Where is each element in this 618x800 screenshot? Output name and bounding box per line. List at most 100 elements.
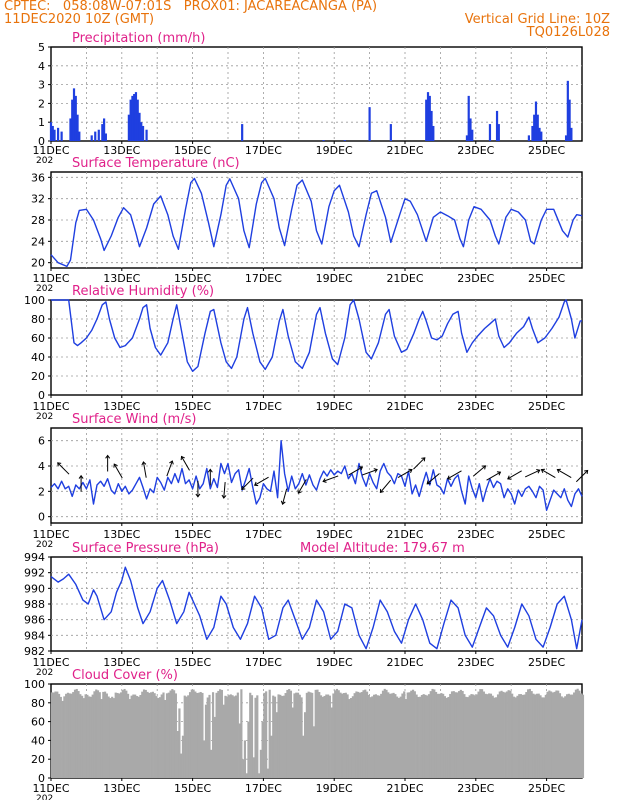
cloud-cover-bar [93,691,96,778]
x-tick-label: 23DEC [457,782,494,795]
cloud-cover-bar [440,693,443,778]
cloud-cover-bar [550,691,553,778]
cloud-cover-bar [404,699,408,778]
wind-arrow [486,471,502,481]
cloud-cover-bar [427,694,431,778]
cloud-cover-bar [541,697,544,778]
x-tick-label: 19DEC [316,528,353,541]
cloud-cover-bar [511,693,514,778]
y-tick-label: 3 [38,79,45,92]
precip-bar [140,122,143,141]
precip-bar [428,95,431,141]
y-tick-label: 20 [31,370,45,383]
cloud-cover-bar [346,694,349,778]
precip-bar [138,112,141,141]
cloud-cover-bar [537,693,540,778]
cloud-cover-bar [65,693,68,778]
cloud-cover-bar [165,693,169,778]
cloud-cover-bar [109,698,112,778]
precip-bar [465,135,469,141]
precip-bar [241,124,244,141]
cloud-cover-bar [128,699,131,778]
panel-title: Relative Humidity (%) [72,284,214,299]
cloud-cover-bar [52,692,55,778]
cloud-cover-bar [504,692,507,778]
cloud-cover-bar [204,704,208,778]
cloud-cover-bar [80,695,84,778]
cloud-cover-bar [519,694,523,778]
wind-arrow-shaft [361,469,378,476]
cloud-cover-bar [388,693,392,778]
x-tick-label: 21DEC [386,656,423,669]
cloud-cover-bar [201,692,204,778]
cloud-cover-bar [392,692,395,778]
cloud-cover-bar [365,691,369,778]
cloud-cover-bar [273,696,277,778]
cloud-cover-bar [150,692,153,778]
cloud-cover-bar [265,691,268,778]
cloud-cover-bar [479,689,482,778]
cloud-cover-area [50,688,585,778]
precip-bar [389,124,392,141]
cloud-cover-bar [332,693,335,778]
cloud-cover-bar [119,692,123,778]
cloud-cover-bar [300,697,303,778]
cloud-cover-bar [211,692,215,778]
panel-title: Surface Wind (m/s) [72,412,196,427]
wind-arrow [113,463,123,479]
x-tick-label: 23DEC [457,400,494,413]
wind-arrow-head [536,469,541,474]
year-label: 202 [36,412,53,422]
cloud-cover-bar [312,726,316,778]
y-tick-label: 60 [31,332,45,345]
x-tick-label: 15DEC [174,400,211,413]
year-label: 202 [36,794,53,800]
cloud-cover-bar [104,691,107,778]
wind-arrow [507,470,522,480]
precip-bar [531,125,534,141]
cloud-cover-bar [233,696,236,778]
cloud-cover-bar [217,690,220,778]
cloud-cover-bar [465,696,468,778]
y-tick-label: 990 [24,582,45,595]
cloud-cover-bar [482,691,485,778]
cloud-cover-bar [512,696,516,778]
cloud-cover-bar [473,695,477,778]
cloud-cover-bar [454,692,457,778]
cloud-cover-bar [491,695,494,778]
wind-arrow-shaft [166,460,173,477]
cloud-cover-bar [116,692,119,778]
panel-title: Precipitation (mm/h) [72,31,205,46]
cloud-cover-bar [330,707,333,778]
precip-bar [566,80,569,141]
x-tick-label: 13DEC [103,272,140,285]
cloud-cover-bar [461,690,464,778]
cloud-cover-bar [291,707,294,778]
x-tick-label: 19DEC [316,400,353,413]
cloud-cover-bar [250,695,254,778]
y-tick-label: 80 [31,697,45,710]
cloud-cover-bar [557,690,560,778]
cloud-cover-bar [544,694,547,778]
cloud-cover-bar [493,697,496,778]
cloud-cover-bar [445,697,448,778]
cloud-cover-bar [323,695,326,778]
cloud-cover-bar [226,696,229,778]
cloud-cover-bar [486,694,489,778]
cloud-cover-bar [390,693,393,778]
precip-bar [471,129,474,141]
precip-bar [133,94,136,141]
cloud-cover-bar [565,694,569,778]
cloud-cover-bar [477,691,480,778]
precip-bar [469,118,472,141]
cloud-cover-bar [158,697,162,778]
x-tick-label: 13DEC [103,656,140,669]
x-tick-label: 15DEC [174,782,211,795]
panel-1: 0 1 2 3 4 5 11DEC 13DEC 15DEC 17DEC 19DEC 21DEC 23DE… [32,31,583,166]
cloud-cover-bar [555,690,558,778]
cloud-cover-bar [180,753,183,778]
year-label: 202 [36,156,53,166]
precip-bar [570,127,573,141]
precip-bar [322,140,325,141]
cloud-cover-bar [132,694,135,778]
